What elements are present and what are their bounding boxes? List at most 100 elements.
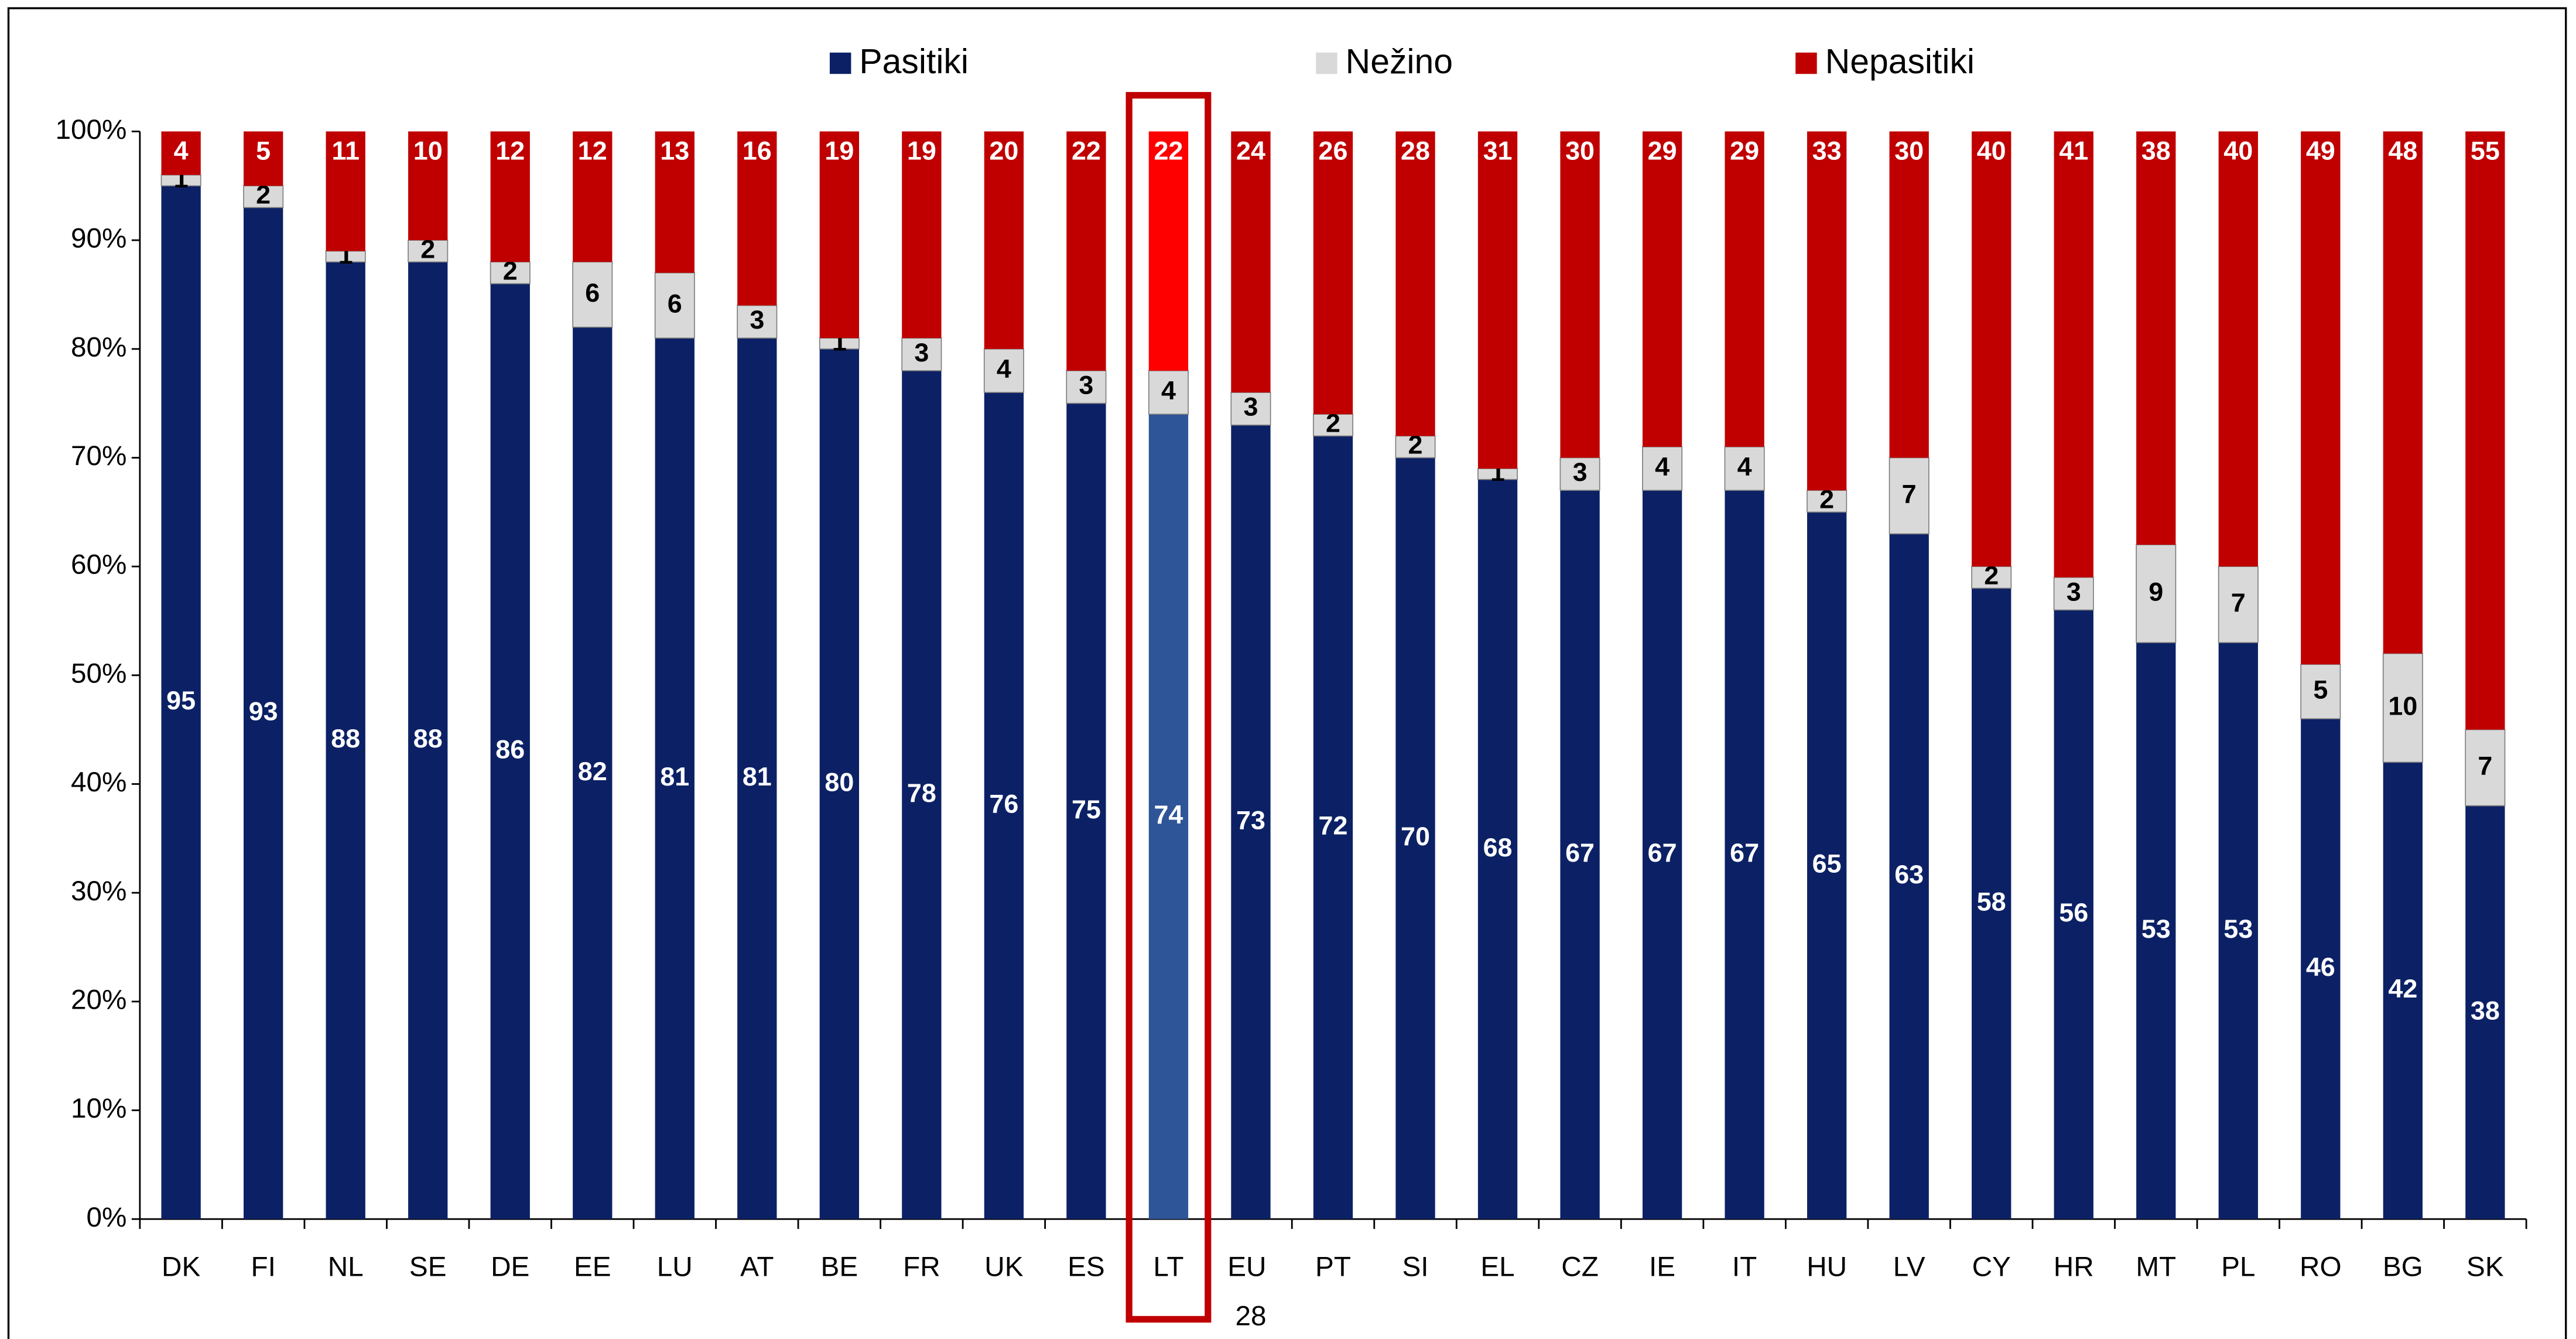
bar-segment: [1972, 131, 2011, 567]
value-label: 38: [2141, 136, 2171, 166]
bar-segment: [1971, 566, 2012, 589]
y-tick-label: 20%: [71, 984, 126, 1015]
bar-segment: [1807, 490, 1848, 513]
bar-segment: [2136, 131, 2176, 545]
x-tick-label: SI: [1402, 1251, 1428, 1282]
value-label: 19: [907, 136, 936, 166]
value-label: 67: [1565, 838, 1595, 867]
bar-segment: [1230, 392, 1271, 426]
bar-segment: [2301, 719, 2341, 1220]
value-label: 6: [585, 278, 600, 308]
x-tick-label: DE: [491, 1251, 529, 1282]
value-label: 67: [1648, 838, 1677, 867]
legend-label: Pasitiki: [859, 43, 969, 81]
bar-segment: [161, 186, 201, 1220]
value-label: 9: [2149, 576, 2163, 606]
bar-segment: [1066, 403, 1106, 1220]
bar-segment: [243, 185, 284, 209]
value-label: 7: [2478, 751, 2492, 781]
value-label: 3: [1079, 370, 1093, 400]
bar-segment: [2218, 643, 2258, 1220]
x-tick-label: NL: [328, 1251, 364, 1282]
value-label: 4: [1737, 452, 1752, 481]
bar-segment: [819, 349, 859, 1220]
bar-segment: [1560, 131, 1600, 458]
value-label: 3: [750, 305, 764, 334]
value-label: 4: [174, 136, 189, 166]
value-label: 5: [2313, 675, 2328, 705]
bar-segment: [490, 131, 530, 262]
bar-segment: [2383, 762, 2423, 1220]
bar-segment: [1148, 370, 1189, 415]
legend-swatch: [1316, 52, 1337, 74]
value-label: 82: [578, 756, 607, 786]
value-label: 86: [495, 735, 525, 764]
x-tick-label: IT: [1732, 1251, 1757, 1282]
bar-segment: [1642, 131, 1682, 447]
bar-segment: [2300, 664, 2341, 719]
value-label: 46: [2306, 952, 2335, 982]
bar-segment: [1559, 457, 1600, 491]
x-tick-label: PT: [1315, 1251, 1351, 1282]
value-label: 7: [2231, 587, 2246, 617]
bar-segment: [1231, 131, 1271, 393]
bar-segment: [1725, 131, 1764, 447]
bar-segment: [1807, 131, 1847, 491]
value-label: 4: [1655, 452, 1670, 481]
bar-segment: [572, 261, 613, 328]
x-tick-label: LT: [1153, 1251, 1183, 1282]
bar-segment: [2465, 131, 2505, 730]
value-label: 49: [2306, 136, 2335, 166]
value-label: 13: [660, 136, 689, 166]
value-label: 5: [256, 136, 271, 166]
bar-segment: [655, 131, 695, 273]
value-label: 19: [825, 136, 854, 166]
bar-segment: [408, 262, 448, 1220]
bar-segment: [243, 207, 283, 1220]
y-tick-label: 70%: [71, 440, 126, 472]
value-label: 81: [743, 761, 772, 791]
bar-segment: [1560, 490, 1600, 1220]
bar-segment: [326, 262, 365, 1220]
bar-segment: [819, 131, 859, 339]
bar-segment: [1231, 425, 1271, 1220]
bar-segment: [654, 272, 695, 339]
value-label: 38: [2471, 995, 2500, 1025]
value-label: 48: [2388, 136, 2417, 166]
bar-segment: [2136, 643, 2176, 1220]
y-tick-label: 90%: [71, 223, 126, 254]
value-label: 28: [1401, 136, 1430, 166]
x-tick-label: IE: [1649, 1251, 1675, 1282]
value-label: 93: [249, 696, 278, 726]
value-label: 22: [1154, 136, 1183, 166]
bar-segment: [1477, 131, 1518, 469]
bar-segment: [1313, 131, 1353, 415]
x-tick-label: MT: [2136, 1251, 2176, 1282]
x-tick-label: AT: [740, 1251, 774, 1282]
bar-segment: [2382, 653, 2423, 763]
x-tick-label: ES: [1068, 1251, 1105, 1282]
bar-segment: [1066, 131, 1106, 371]
bar-segment: [1724, 446, 1765, 491]
value-label: 24: [1236, 136, 1265, 166]
highlight-box: [1125, 92, 1212, 1323]
value-label: 11: [331, 136, 359, 166]
x-tick-label: DK: [162, 1251, 200, 1282]
value-label: 6: [668, 288, 682, 318]
y-tick-label: 0%: [87, 1202, 127, 1233]
bar-segment: [1395, 131, 1435, 436]
x-tick-label: EE: [574, 1251, 611, 1282]
bar-segment: [2054, 610, 2093, 1220]
value-label: 75: [1072, 794, 1101, 824]
value-label: 55: [2471, 136, 2500, 166]
bar-segment: [1972, 588, 2011, 1220]
bar-segment: [490, 283, 530, 1220]
bar-segment: [408, 131, 448, 241]
value-label: 88: [331, 723, 360, 753]
bar-segment: [1312, 414, 1353, 437]
value-label: 72: [1319, 811, 1348, 841]
value-label: 88: [413, 723, 443, 753]
x-tick-label: EL: [1480, 1251, 1514, 1282]
bar-segment: [901, 337, 942, 371]
